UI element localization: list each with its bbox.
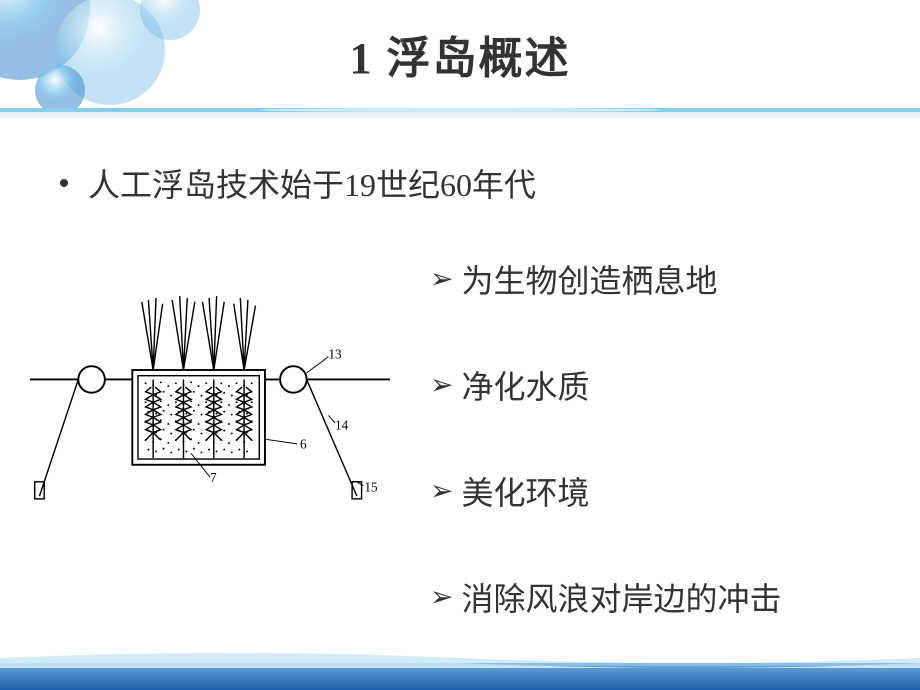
sub-bullet-row: ➢ 为生物创造栖息地 (430, 256, 860, 302)
main-bullet-text: 人工浮岛技术始于19世纪60年代 (88, 160, 536, 206)
diagram-label-15: 15 (364, 479, 378, 494)
sub-bullet-row: ➢ 美化环境 (430, 468, 860, 514)
arrow-bullet-icon: ➢ (430, 474, 453, 508)
bullet-dot-icon (60, 179, 68, 187)
floating-island-diagram: 6 7 13 14 15 (30, 276, 390, 536)
title-bar: 1 浮岛概述 (0, 0, 920, 108)
sub-bullet-text: 消除风浪对岸边的冲击 (461, 574, 781, 620)
sub-bullet-text: 净化水质 (461, 362, 589, 408)
footer-band (0, 648, 920, 690)
diagram-label-7: 7 (210, 470, 217, 485)
diagram-label-14: 14 (335, 418, 349, 433)
diagram-label-6: 6 (300, 437, 307, 452)
arrow-bullet-icon: ➢ (430, 262, 453, 296)
diagram-label-13: 13 (328, 347, 342, 362)
main-bullet-row: 人工浮岛技术始于19世纪60年代 (60, 160, 860, 206)
sub-bullet-row: ➢ 净化水质 (430, 362, 860, 408)
content-area: 人工浮岛技术始于19世纪60年代 (60, 160, 860, 680)
sub-bullet-text: 美化环境 (461, 468, 589, 514)
title-underline (0, 108, 920, 118)
slide-title: 1 浮岛概述 (350, 22, 571, 86)
sub-bullet-row: ➢ 消除风浪对岸边的冲击 (430, 574, 860, 620)
arrow-bullet-icon: ➢ (430, 580, 453, 614)
sub-bullet-text: 为生物创造栖息地 (461, 256, 717, 302)
sub-bullets-list: ➢ 为生物创造栖息地 ➢ 净化水质 ➢ 美化环境 ➢ 消除风浪对岸边的冲击 (390, 246, 860, 680)
arrow-bullet-icon: ➢ (430, 368, 453, 402)
content-row: 6 7 13 14 15 ➢ 为生物创造栖息地 ➢ 净化水质 ➢ 美化环境 ➢ (60, 246, 860, 680)
